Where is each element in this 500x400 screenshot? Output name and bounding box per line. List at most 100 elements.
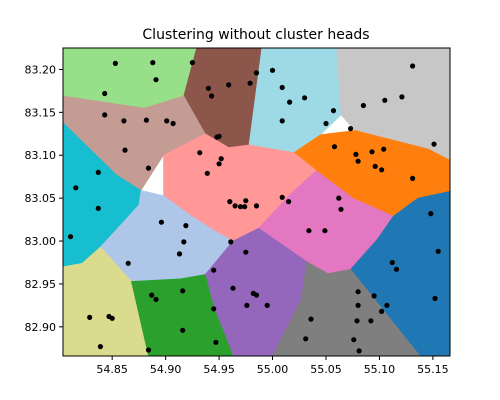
data-point-20	[279, 84, 285, 91]
data-point-73	[211, 267, 217, 273]
data-point-38	[331, 144, 338, 150]
data-point-88	[213, 339, 219, 345]
x-tick-label: 54.85	[96, 363, 128, 376]
data-point-60	[322, 228, 328, 234]
data-point-46	[218, 156, 224, 162]
data-point-39	[355, 158, 361, 164]
data-point-95	[379, 308, 385, 314]
y-tick-label: 83.00	[25, 235, 57, 248]
data-point-44	[379, 167, 385, 173]
data-point-64	[176, 251, 183, 257]
data-point-14	[247, 80, 253, 86]
data-point-40	[353, 151, 359, 157]
y-tick-label: 82.90	[25, 321, 57, 334]
data-point-50	[232, 203, 238, 209]
data-point-22	[302, 95, 308, 101]
data-point-18	[197, 150, 203, 156]
data-point-79	[87, 314, 93, 320]
data-point-3	[153, 77, 159, 83]
data-point-53	[243, 198, 249, 204]
data-point-36	[95, 205, 101, 211]
data-point-66	[428, 211, 434, 217]
data-point-31	[431, 141, 437, 147]
data-point-42	[381, 146, 387, 152]
data-point-96	[355, 302, 361, 308]
data-point-45	[410, 175, 416, 181]
data-point-13	[209, 93, 215, 99]
data-point-81	[109, 315, 115, 321]
data-point-94	[384, 302, 390, 308]
data-point-87	[180, 327, 186, 333]
data-point-82	[97, 344, 103, 350]
data-point-30	[410, 63, 416, 69]
x-tick-label: 55.15	[417, 363, 449, 376]
data-point-29	[399, 94, 405, 100]
data-point-61	[158, 219, 164, 225]
data-point-24	[323, 120, 329, 127]
data-point-1	[112, 60, 118, 66]
data-point-56	[286, 199, 292, 205]
y-axis: 82.90 82.95 83.00 83.05 83.10 83.15 83.20	[25, 63, 63, 334]
data-point-35	[73, 185, 79, 191]
data-point-59	[306, 228, 312, 234]
x-axis: 54.85 54.90 54.95 55.00 55.05 55.10 55.15	[96, 356, 449, 376]
data-point-34	[95, 169, 101, 175]
data-point-77	[244, 302, 250, 308]
data-point-25	[330, 108, 337, 114]
data-point-26	[348, 126, 354, 132]
y-tick-label: 83.15	[25, 106, 57, 119]
data-point-2	[150, 60, 156, 66]
data-point-70	[432, 295, 438, 302]
data-point-9	[170, 120, 176, 127]
data-point-32	[122, 147, 128, 153]
data-point-27	[360, 102, 366, 109]
data-point-74	[230, 285, 236, 291]
voronoi-regions	[63, 48, 450, 356]
data-point-57	[336, 195, 342, 201]
data-point-17	[214, 134, 220, 140]
y-tick-label: 82.95	[25, 278, 57, 291]
data-point-67	[435, 248, 441, 254]
data-point-41	[369, 149, 375, 155]
data-point-68	[389, 259, 395, 266]
data-point-19	[269, 67, 276, 73]
data-point-72	[243, 249, 249, 255]
data-point-11	[205, 85, 211, 91]
data-point-5	[102, 90, 108, 97]
y-tick-label: 83.10	[25, 149, 57, 162]
data-point-58	[338, 206, 344, 212]
data-point-33	[145, 165, 152, 171]
data-point-65	[125, 260, 131, 266]
data-point-71	[228, 239, 234, 245]
x-tick-label: 55.05	[310, 363, 342, 376]
data-point-52	[242, 204, 248, 210]
data-point-90	[303, 336, 309, 342]
data-point-62	[183, 223, 189, 229]
data-point-84	[153, 296, 159, 302]
data-point-93	[371, 293, 377, 299]
plot-frame	[62, 47, 451, 357]
data-point-98	[368, 318, 374, 324]
y-tick-label: 83.05	[25, 192, 57, 205]
data-point-47	[216, 161, 222, 167]
data-point-76	[253, 292, 260, 298]
data-point-51	[237, 204, 244, 210]
data-point-37	[67, 234, 74, 240]
data-point-85	[180, 288, 186, 294]
x-tick-label: 54.95	[203, 363, 235, 376]
data-point-6	[102, 112, 108, 118]
cluster-region-15	[272, 261, 421, 356]
data-point-83	[149, 292, 155, 298]
data-point-97	[354, 318, 360, 324]
data-point-86	[211, 306, 217, 312]
x-tick-label: 54.90	[150, 363, 182, 376]
data-point-54	[253, 203, 260, 209]
data-point-23	[279, 118, 285, 124]
data-point-10	[164, 118, 170, 124]
data-point-8	[121, 118, 127, 124]
y-tick-label: 83.20	[25, 63, 57, 76]
x-tick-label: 55.00	[257, 363, 289, 376]
data-point-28	[382, 97, 388, 103]
chart-title: Clustering without cluster heads	[142, 27, 369, 43]
